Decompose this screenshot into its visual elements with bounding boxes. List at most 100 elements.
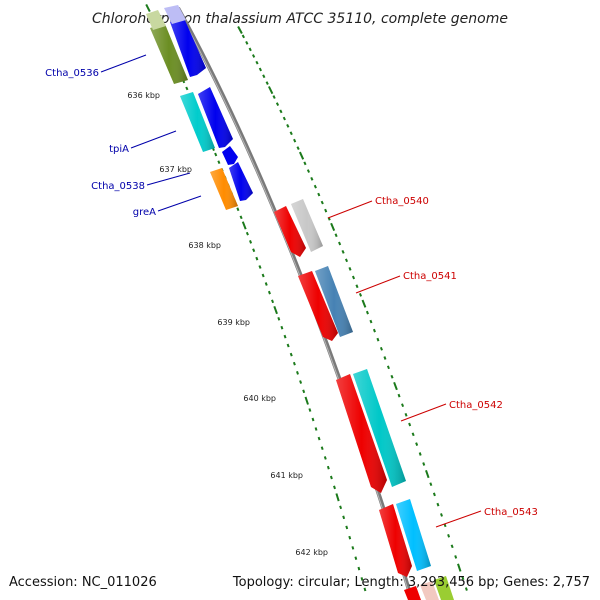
callout-line-ctha-0542: [400, 403, 447, 422]
gene-block-next-cog: [420, 581, 439, 600]
gene-labels: Ctha_0536 tpiA Ctha_0538 greA Ctha_0540 …: [45, 68, 538, 518]
inner-ring-tick: [245, 231, 249, 236]
inner-ring-tick: [236, 207, 240, 212]
gene-block-ctha-0543-cds-shade: [379, 504, 412, 577]
gene-block-ctha-0543-cog-shade: [396, 499, 431, 571]
outer-ring-tick: [262, 74, 266, 79]
outer-ring-tick: [461, 576, 465, 581]
inner-ring-tick: [264, 282, 268, 286]
outer-ring-tick: [457, 563, 462, 572]
outer-ring-tick: [330, 222, 336, 231]
callout-line-ctha-0541: [355, 275, 401, 294]
outer-ring-tick: [365, 310, 369, 315]
outer-ring-tick: [418, 452, 422, 456]
gene-label-ctha-0536[interactable]: Ctha_0536: [45, 68, 99, 79]
gene-block-ctha-0542-cds-shade: [336, 374, 387, 493]
gene-block-ctha-0541-cog-shade: [315, 266, 353, 337]
gene-label-tpia[interactable]: tpiA: [109, 144, 129, 155]
outer-ring-tick: [341, 250, 345, 254]
outer-ring-tick: [429, 482, 433, 487]
outer-ring-tick: [390, 374, 394, 379]
inner-ring-tick: [314, 427, 318, 431]
outer-ring-tick: [436, 502, 440, 507]
outer-ring-tick: [303, 161, 307, 166]
outer-ring-tick: [282, 116, 286, 121]
outer-ring-tick: [252, 54, 256, 58]
gene-block-grea-cds-shade: [229, 162, 253, 201]
inner-ring-tick: [217, 160, 221, 164]
outer-ring-tick: [454, 555, 458, 559]
outer-tick-ring: [237, 26, 468, 591]
outer-ring-tick: [241, 34, 245, 39]
inner-ring-tick: [252, 248, 256, 253]
outer-ring-tick: [348, 267, 352, 271]
genome-backbone: [176, 7, 414, 600]
gene-block-tpia-cds-shade: [198, 87, 233, 148]
outer-ring-tick: [351, 275, 356, 280]
gene-label-grea[interactable]: greA: [133, 207, 156, 218]
gene-block-ctha-0536-top: [164, 5, 186, 24]
outer-ring-tick: [372, 328, 376, 333]
outer-ring-tick: [320, 200, 324, 205]
gene-label-ctha-0542[interactable]: Ctha_0542: [449, 400, 503, 411]
outer-ring-tick: [293, 138, 297, 143]
inner-ring-tick: [345, 525, 349, 530]
inner-ring-tick: [320, 446, 324, 451]
inner-ring-tick: [145, 3, 151, 13]
outer-ring-tick: [408, 422, 412, 427]
gene-block-ctha-0542-cog-shade: [353, 369, 406, 487]
inner-ring-tick: [292, 361, 296, 366]
callout-line-ctha-0543: [435, 510, 482, 528]
outer-ring-tick: [338, 241, 342, 246]
gene-block-ctha-0536-light: [146, 10, 166, 30]
outer-ring-tick: [440, 513, 443, 517]
outer-ring-tick: [361, 299, 367, 308]
outer-ring-tick: [358, 293, 363, 297]
inner-ring-tick: [363, 587, 367, 592]
gene-block-ctha-0536-cog-shade: [150, 24, 188, 84]
inner-ring-tick: [280, 325, 284, 330]
outer-ring-tick: [313, 184, 317, 189]
inner-ring-tick: [286, 343, 290, 348]
outer-ring-tick: [397, 393, 401, 398]
outer-ring-tick: [275, 102, 280, 107]
inner-ring-tick: [241, 221, 247, 230]
outer-ring-tick: [432, 492, 436, 497]
inner-ring-tick: [326, 465, 330, 470]
forward-strand-genes: [146, 5, 253, 210]
scale-label-637: 637 kbp: [159, 165, 192, 174]
inner-ring-tick: [271, 299, 275, 304]
inner-ring-tick: [354, 556, 358, 560]
gene-block-tpia-cog-shade: [180, 92, 215, 152]
outer-ring-tick: [369, 319, 373, 324]
inner-ring-tick: [261, 273, 265, 278]
outer-ring-tick: [464, 587, 468, 591]
inner-ring-tick: [258, 265, 262, 269]
outer-ring-tick: [383, 356, 387, 360]
outer-ring-tick: [272, 95, 276, 99]
scale-label-641: 641 kbp: [270, 471, 303, 480]
outer-ring-tick: [355, 284, 359, 289]
scale-label-642: 642 kbp: [295, 548, 328, 557]
inner-ring-tick: [299, 380, 303, 384]
gene-label-ctha-0541[interactable]: Ctha_0541: [403, 271, 457, 282]
inner-ring-tick: [360, 577, 364, 581]
outer-ring-tick: [289, 131, 293, 136]
scale-label-639: 639 kbp: [217, 318, 250, 327]
outer-ring-tick: [255, 60, 259, 65]
inner-ring-tick: [333, 485, 336, 490]
gene-block-ctha-0540-cog-shade: [291, 199, 323, 252]
inner-ring-tick: [339, 505, 343, 510]
gene-label-ctha-0543[interactable]: Ctha_0543: [484, 507, 538, 518]
gene-block-ctha-0538-cds[interactable]: [222, 146, 238, 165]
inner-ring-tick: [351, 546, 355, 550]
gene-label-ctha-0538[interactable]: Ctha_0538: [91, 181, 145, 192]
inner-ring-tick: [296, 370, 299, 375]
outer-ring-tick: [376, 337, 380, 342]
accession-label: Accession: NC_011026: [9, 575, 157, 590]
outer-ring-tick: [450, 544, 454, 549]
outer-ring-tick: [379, 346, 383, 351]
gene-label-ctha-0540[interactable]: Ctha_0540: [375, 196, 429, 207]
